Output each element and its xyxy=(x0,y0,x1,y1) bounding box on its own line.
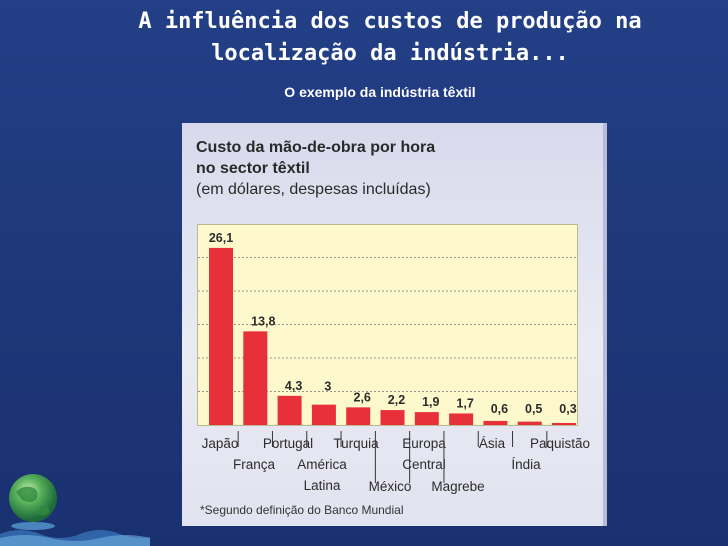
bar-value-label: 2,6 xyxy=(354,390,371,404)
category-label-europa-central: Central xyxy=(402,457,446,472)
category-label-américa-latina: Latina xyxy=(304,478,341,493)
category-label-turquia: Turquia xyxy=(333,436,379,451)
bar-value-label: 0,6 xyxy=(491,402,508,416)
chart-heading-line2: no sector têxtil xyxy=(196,160,310,177)
water-wave-decoration xyxy=(0,530,150,546)
category-label-índia: Índia xyxy=(511,457,541,472)
slide-subtitle: O exemplo da indústria têxtil xyxy=(284,84,476,100)
category-label-américa-latina: América xyxy=(297,457,347,472)
bar-value-label: 0,5 xyxy=(525,402,542,416)
bar-portugal xyxy=(277,395,302,425)
bar-value-label: 26,1 xyxy=(209,231,233,245)
bar-chart: 26,1 13,8 4,3 3 2,6 2,2 1,9 1,7 0,6 0,5 0,3 Japão Fr… xyxy=(198,231,590,494)
chart-footnote: *Segundo definição do Banco Mundial xyxy=(200,503,404,517)
bar-value-label: 0,3 xyxy=(559,402,576,416)
bar-magrebe xyxy=(449,413,474,425)
category-label-portugal: Portugal xyxy=(263,436,313,451)
bar-value-label: 1,9 xyxy=(422,395,439,409)
bar-value-label: 2,2 xyxy=(388,393,405,407)
bar-value-label: 3 xyxy=(324,380,331,394)
bar-turquia xyxy=(346,407,371,425)
bar-índia xyxy=(517,421,542,425)
category-label-ásia: Ásia xyxy=(479,436,506,451)
chart-heading-line3: (em dólares, despesas incluídas) xyxy=(196,181,431,198)
chart-heading: Custo da mão-de-obra por hora no sector … xyxy=(196,137,576,200)
bar-ásia xyxy=(483,420,508,425)
bar-paquistão xyxy=(552,422,576,425)
category-label-magrebe: Magrebe xyxy=(431,479,484,494)
bar-frança xyxy=(243,331,268,425)
bar-value-label: 4,3 xyxy=(285,379,302,393)
category-label-japão: Japão xyxy=(202,436,239,451)
bar-méxico xyxy=(380,410,405,425)
category-label-paquistão: Paquistão xyxy=(530,436,590,451)
bar-value-label: 13,8 xyxy=(251,314,275,328)
category-label-europa-central: Europa xyxy=(402,436,446,451)
globe-icon xyxy=(9,474,57,530)
chart-panel: Custo da mão-de-obra por hora no sector … xyxy=(182,123,607,526)
bar-europa-central xyxy=(414,412,439,425)
bar-value-label: 1,7 xyxy=(456,396,473,410)
category-label-frança: França xyxy=(233,457,276,472)
bar-japão xyxy=(209,247,233,425)
slide-title: A influência dos custos de produção na l… xyxy=(138,9,642,66)
chart-heading-line1: Custo da mão-de-obra por hora xyxy=(196,139,436,156)
bar-américa-latina xyxy=(311,404,336,425)
category-label-méxico: México xyxy=(369,479,412,494)
